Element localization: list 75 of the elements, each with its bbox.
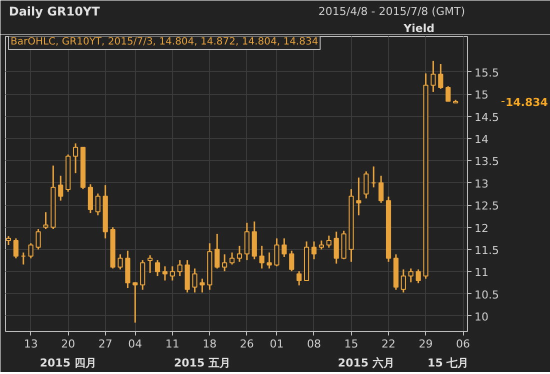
candlestick (274, 238, 280, 268)
candlestick (13, 238, 18, 260)
y-tick-label: 14 (474, 133, 488, 146)
text: 2015 六月 (338, 356, 394, 370)
candlestick (244, 222, 250, 261)
chart-subtitle: 2015/4/8 - 2015/7/8 (GMT) (318, 5, 465, 18)
candlestick (43, 211, 48, 230)
candlestick (364, 170, 369, 200)
y-axis-title: Yield (402, 22, 435, 35)
y-tick-label: 15.5 (474, 66, 499, 80)
candlestick (266, 252, 272, 270)
x-tick-label: 27 (98, 338, 112, 350)
x-tick-label: 26 (240, 338, 254, 350)
text: 2015 五月 (174, 356, 230, 370)
y-tick-label: 12.5 (474, 200, 499, 213)
candlestick (214, 233, 220, 270)
candlestick (28, 242, 34, 260)
x-tick-label: 18 (202, 338, 217, 350)
candlestick (438, 63, 444, 90)
x-tick-label: 15 (344, 338, 358, 350)
candlestick (148, 254, 153, 274)
candlestick (58, 175, 64, 202)
candlestick (36, 228, 41, 250)
candlestick (378, 175, 384, 204)
x-tick-label: 29 (418, 338, 433, 350)
x-tick-label: 22 (382, 338, 396, 350)
candlestick (416, 268, 421, 284)
candlestick (229, 252, 235, 266)
candlestick (222, 254, 228, 272)
y-tick-label: 13.5 (474, 155, 499, 168)
text: 15 七月 (428, 356, 469, 370)
candlestick (326, 234, 332, 248)
candlestick (200, 278, 205, 294)
x-tick-label: 04 (128, 338, 142, 350)
candlestick (170, 266, 175, 282)
y-tick-label: 13 (474, 177, 488, 190)
candlestick (430, 60, 436, 93)
candlestick (282, 238, 287, 258)
annotation: BarOHLC, GR10YT, 2015/7/3, 14.804, 14.872, 14.804, 14.834 (10, 36, 318, 48)
text: 2015 四月 (40, 356, 96, 370)
candlestick (140, 259, 146, 291)
candlestick (162, 266, 168, 282)
y-tick-label: 12 (474, 222, 488, 235)
x-tick-label: 01 (270, 338, 284, 350)
y-tick-label: 10.5 (474, 288, 499, 302)
x-tick-label: 13 (24, 338, 38, 350)
y-tick-label: 11.5 (474, 244, 499, 257)
candlestick (334, 230, 339, 264)
candlestick (446, 85, 451, 102)
text: 14.834 (506, 96, 548, 110)
candlestick (95, 192, 100, 216)
x-tick-label: 20 (61, 338, 76, 350)
y-tick-label: 11 (474, 266, 488, 280)
candlestick (259, 245, 264, 270)
candlestick (177, 259, 182, 277)
y-tick-label: 14.5 (474, 110, 499, 124)
candlestick (154, 259, 160, 277)
y-tick-label: 10 (474, 310, 488, 324)
candlestick (296, 270, 302, 286)
candlestick (72, 142, 78, 174)
x-tick-label: 11 (165, 338, 180, 350)
candlestick (289, 250, 294, 272)
candlestick (356, 176, 362, 216)
y-tick-label: 15 (474, 88, 488, 102)
candlestick (400, 268, 406, 294)
candlestick (311, 240, 317, 260)
candlestick (118, 254, 123, 270)
x-tick-label: 06 (456, 338, 470, 350)
x-tick-label: 08 (307, 338, 321, 350)
candlestick (236, 245, 242, 263)
candlestick (132, 282, 138, 324)
candlestick (88, 183, 93, 214)
candlestick (408, 268, 414, 284)
chart-title: Daily GR10YT (8, 4, 101, 18)
candlestick (192, 268, 198, 294)
